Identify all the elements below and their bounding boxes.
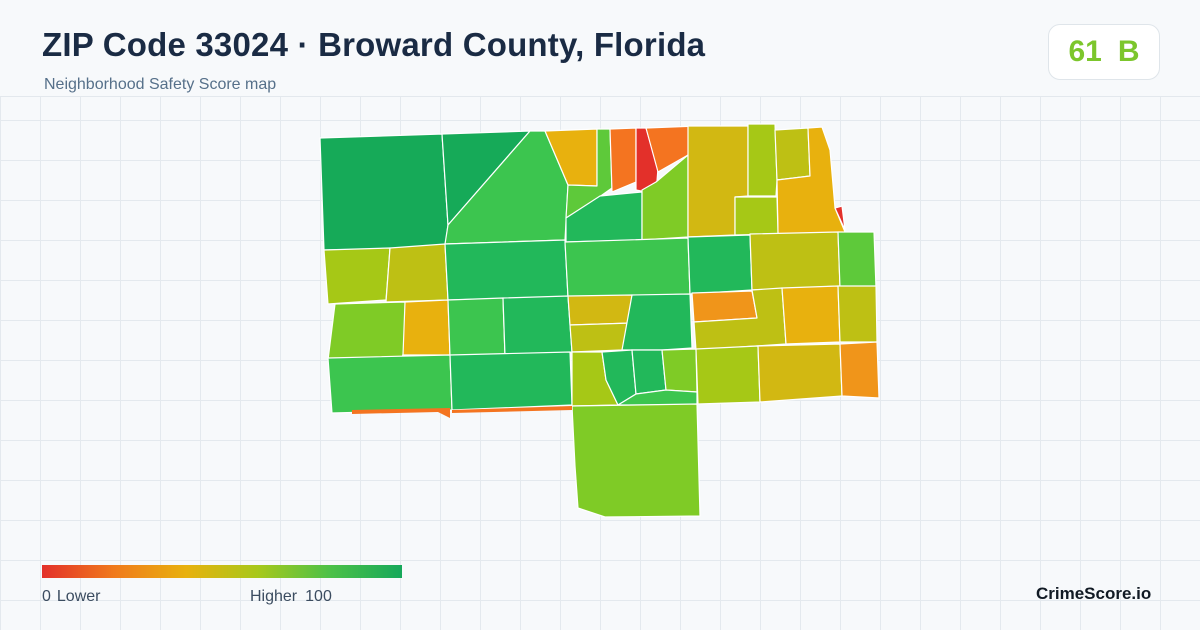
map-region-18 [385, 243, 449, 303]
map-edge-sliver-2 [452, 406, 572, 413]
map-region-21 [687, 234, 753, 295]
brand-logo: CrimeScore.io [1036, 584, 1152, 603]
map-region-40 [661, 348, 698, 393]
map-region-23 [837, 231, 877, 289]
legend-max-value: 100 [305, 588, 332, 605]
map-region-12 [747, 123, 778, 197]
map-region-34 [837, 285, 878, 343]
map-region-20 [564, 237, 691, 298]
header: ZIP Code 33024 · Broward County, Florida… [0, 0, 1200, 97]
map-region-39 [631, 349, 667, 395]
map-region-19 [444, 239, 569, 301]
map-region-43 [839, 341, 880, 399]
map-region-30 [621, 293, 693, 351]
map-region-26 [447, 297, 506, 357]
page-title: ZIP Code 33024 · Broward County, Florida [42, 26, 706, 63]
legend-min-value: 0 [42, 588, 51, 605]
map-region-45 [571, 403, 701, 518]
map-region-41 [695, 345, 761, 405]
safety-score-badge: 61 B [1048, 24, 1160, 80]
map-region-6 [609, 127, 637, 193]
score-grade: B [1117, 35, 1140, 68]
map-region-22 [749, 231, 841, 291]
map-region-36 [449, 351, 573, 411]
map-region-15 [834, 205, 846, 231]
map-region-17 [323, 247, 391, 305]
map-region-25 [402, 299, 451, 356]
map-region-16 [734, 196, 779, 236]
map-region-27 [502, 295, 573, 357]
map-region-31 [691, 290, 758, 323]
map-region-42 [757, 343, 843, 403]
legend-min: 0 Lower [42, 588, 100, 606]
map-region-13 [774, 127, 811, 181]
map-edge-sliver-1 [352, 408, 450, 418]
map-region-24 [327, 301, 411, 361]
map-region-33 [781, 285, 841, 345]
legend-max: Higher 100 [250, 588, 332, 606]
map-region-1 [319, 133, 449, 251]
legend-max-label: Higher [250, 588, 298, 605]
map-region-35 [327, 354, 453, 414]
map-region-28 [567, 294, 633, 326]
page-subtitle: Neighborhood Safety Score map [44, 76, 277, 93]
score-value: 61 [1068, 35, 1102, 68]
legend-gradient-bar [42, 565, 402, 578]
legend-min-label: Lower [56, 588, 101, 605]
